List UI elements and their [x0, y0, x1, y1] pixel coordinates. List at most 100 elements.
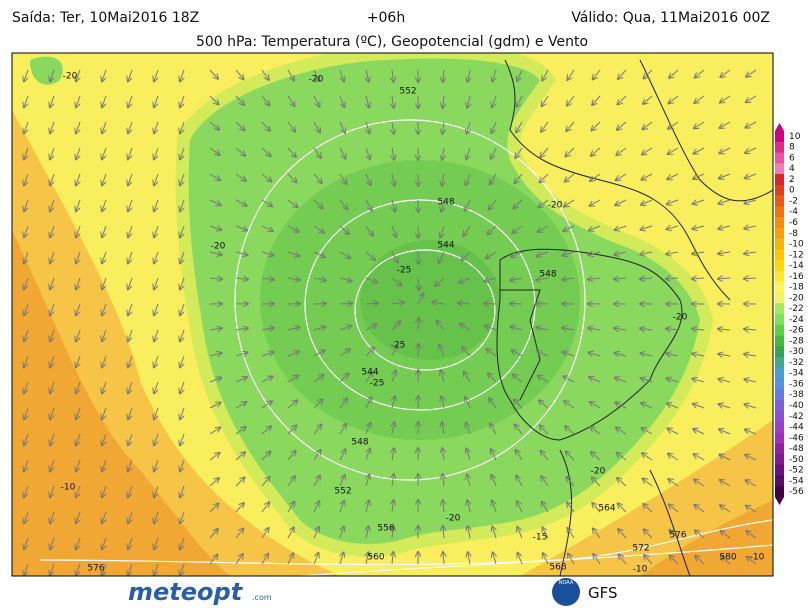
- wind-arrow: [365, 324, 376, 331]
- wind-arrow: [50, 173, 55, 185]
- colorbar-label: -22: [789, 304, 804, 314]
- wind-arrow: [589, 225, 601, 231]
- colorbar-label: -2: [789, 196, 798, 206]
- wind-arrow: [511, 251, 523, 257]
- wind-arrow: [102, 251, 107, 263]
- wind-arrow: [313, 553, 318, 565]
- colorbar-swatch: [775, 249, 784, 261]
- colorbar-swatch: [775, 324, 784, 337]
- wind-arrow: [590, 199, 601, 206]
- wind-arrow: [563, 225, 575, 231]
- contour-label: -20: [211, 242, 226, 252]
- wind-arrow: [154, 381, 159, 393]
- colorbar-label: -54: [789, 476, 804, 486]
- wind-arrow: [510, 327, 523, 330]
- wind-arrow: [339, 278, 352, 281]
- wind-arrow: [180, 407, 185, 419]
- wind-arrow: [340, 69, 344, 81]
- contour-label: 576: [669, 531, 686, 541]
- contour-label: -25: [370, 379, 385, 389]
- wind-arrow: [180, 355, 185, 367]
- wind-arrow: [669, 530, 679, 539]
- wind-arrow: [693, 429, 705, 435]
- colorbar-label: -44: [789, 423, 804, 433]
- wind-arrow: [565, 173, 575, 182]
- wind-arrow: [485, 326, 497, 331]
- wind-arrow: [667, 378, 679, 382]
- wind-arrow: [692, 354, 705, 356]
- colorbar-label: -24: [789, 315, 804, 325]
- wind-arrow: [235, 69, 243, 79]
- wind-arrow: [102, 485, 107, 497]
- contour-label: -20: [673, 313, 688, 323]
- wind-arrow: [668, 147, 679, 154]
- colorbar-swatch: [775, 270, 784, 283]
- contour-label: 544: [361, 368, 378, 378]
- wind-arrow: [461, 251, 471, 260]
- wind-arrow: [718, 226, 731, 229]
- wind-arrow: [588, 252, 601, 255]
- contour-label: 572: [632, 544, 649, 554]
- wind-arrow: [488, 373, 497, 383]
- wind-arrow: [50, 355, 55, 367]
- wind-arrow: [261, 69, 269, 80]
- wind-arrow: [128, 355, 133, 367]
- wind-arrow: [180, 381, 185, 393]
- wind-arrow: [489, 398, 497, 409]
- wind-arrow: [667, 403, 679, 409]
- wind-arrow: [693, 404, 705, 409]
- colorbar-label: -38: [789, 390, 804, 400]
- wind-arrow: [102, 173, 107, 185]
- wind-arrow: [180, 511, 185, 523]
- wind-arrow: [392, 371, 396, 383]
- wind-arrow: [642, 121, 653, 129]
- colorbar-label: -14: [789, 261, 804, 271]
- wind-arrow: [719, 200, 731, 204]
- wind-arrow: [466, 173, 471, 185]
- wind-arrow: [287, 376, 298, 383]
- wind-arrow: [50, 303, 55, 315]
- wind-arrow: [512, 225, 523, 233]
- wind-arrow: [692, 226, 705, 229]
- brand-domain: .com: [252, 593, 272, 602]
- wind-arrow: [588, 328, 601, 330]
- wind-arrow: [442, 448, 444, 461]
- wind-arrow: [491, 475, 497, 487]
- colorbar-swatch: [775, 281, 784, 293]
- wind-arrow: [76, 121, 81, 133]
- wind-arrow: [76, 199, 81, 211]
- colorbar-swatch: [775, 346, 784, 358]
- wind-arrow: [492, 527, 496, 539]
- wind-arrow: [538, 225, 549, 232]
- wind-arrow: [50, 147, 55, 159]
- wind-arrow: [744, 329, 757, 330]
- wind-arrow: [24, 381, 29, 393]
- wind-arrow: [720, 95, 731, 103]
- wind-arrow: [591, 121, 601, 130]
- wind-arrow: [24, 225, 29, 237]
- wind-arrow: [392, 173, 395, 186]
- wind-arrow: [50, 407, 55, 419]
- wind-arrow: [102, 511, 107, 523]
- colorbar-swatch: [775, 400, 784, 412]
- wind-arrow: [235, 503, 244, 513]
- colorbar-swatch: [775, 464, 784, 476]
- wind-arrow: [592, 503, 601, 513]
- colorbar-swatch: [775, 174, 784, 186]
- wind-arrow: [694, 505, 705, 513]
- colorbar-label: 4: [789, 164, 795, 174]
- wind-arrow: [516, 475, 523, 487]
- wind-arrow: [745, 455, 757, 461]
- wind-arrow: [261, 451, 270, 461]
- wind-arrow: [694, 121, 705, 128]
- wind-arrow: [542, 527, 549, 539]
- wind-arrow: [287, 251, 299, 256]
- wind-arrow: [287, 553, 293, 565]
- colorbar-swatch: [775, 357, 784, 369]
- contour-label: -20: [446, 514, 461, 524]
- wind-arrow: [719, 147, 731, 153]
- wind-arrow: [719, 429, 731, 435]
- wind-arrow: [128, 485, 133, 497]
- wind-arrow: [24, 485, 29, 497]
- wind-arrow: [76, 147, 81, 159]
